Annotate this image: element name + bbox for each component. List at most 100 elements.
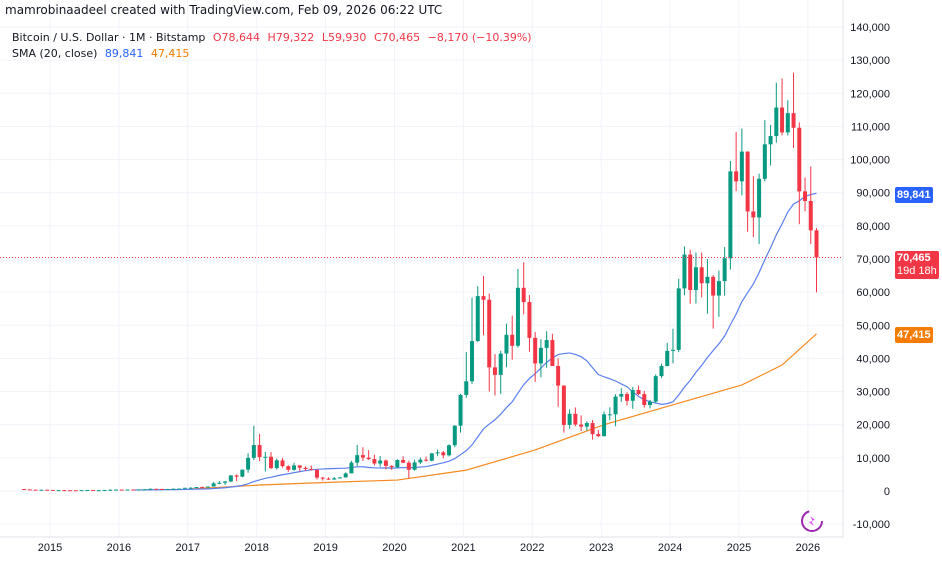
price-axis[interactable]: 140,000 130,000 120,000 110,000 100,000 90,00… [850,22,890,531]
candle-body [504,334,509,354]
sma-blue-line [133,192,817,491]
candle-body [653,376,658,402]
candle-body [550,340,555,367]
price-tick-label: 130,000 [850,55,890,67]
candle-body [785,113,790,133]
candle-body [412,462,417,470]
time-tick-label: 2021 [451,542,475,554]
sma1-price-tag: 89,841 [895,187,933,203]
candle-body [125,489,130,491]
candle-body [607,414,612,416]
price-tick-label: 80,000 [856,221,890,233]
candle-body [251,445,256,458]
candle-body [768,136,773,145]
candle-body [114,489,119,491]
candle-body [791,113,796,128]
price-tick-label: 30,000 [856,387,890,399]
candle-body [205,486,210,488]
candle-body [613,396,618,415]
candle-body [303,467,308,470]
candle-body [217,482,222,484]
candle-body [441,452,446,456]
time-tick-label: 2024 [658,542,682,554]
tradingview-logo-icon[interactable] [801,510,823,532]
candle-body [108,489,113,491]
candle-body [676,288,681,350]
candle-body [544,340,549,348]
time-tick-label: 2023 [589,542,613,554]
candle-body [596,434,601,437]
time-tick-label: 2018 [244,542,268,554]
candle-body [33,489,38,491]
candle-body [780,107,785,133]
sma-legend-row[interactable]: SMA (20, close) 89,841 47,415 [12,46,536,62]
candle-body [286,466,291,470]
candle-body [739,151,744,182]
candle-body [194,487,199,489]
candle-body [630,389,635,401]
chart-credit: mamrobinaadeel created with TradingView.… [5,3,443,17]
candle-body [154,488,159,490]
candle-body [435,452,440,454]
sma-long-line [190,333,817,490]
candle-body [372,459,377,464]
candle-body [309,469,314,471]
candle-body [418,459,423,463]
candle-body [56,490,61,492]
candle-body [389,465,394,468]
sma-20-line [133,192,817,491]
candle-body [636,389,641,395]
candle-body [211,483,216,487]
time-tick-label: 2022 [520,542,544,554]
time-tick-label: 2015 [38,542,62,554]
candle-body [119,489,124,491]
candle-body [85,490,90,492]
candle-body [320,477,325,479]
candle-body [716,281,721,296]
candle-body [246,457,251,470]
candle-body [366,457,371,460]
candle-body [481,296,486,300]
price-tick-label: 100,000 [850,155,890,167]
candle-body [665,350,670,366]
sma-orange-line [190,333,817,490]
candle-body [470,341,475,382]
candle-body [406,462,411,470]
grid-lines [0,0,844,538]
candle-body [659,365,664,377]
candle-body [223,481,228,483]
symbol-legend-row[interactable]: Bitcoin / U.S. Dollar · 1M · Bitstamp O7… [12,30,536,46]
sma-value-1: 89,841 [104,47,144,60]
candle-body [625,394,630,401]
candle-body [355,455,360,463]
candle-body [131,489,136,491]
candle-body [797,127,802,192]
price-tick-label: 70,000 [856,254,890,266]
candle-body [280,460,285,467]
candle-body [538,347,543,364]
current-price-tag: 70,465 19d 18h [895,251,939,279]
candle-body [527,302,532,338]
current-price: 70,465 [897,252,931,264]
candle-body [567,413,572,425]
time-axis[interactable]: 2015 2016 2017 2018 2019 2020 2021 2022 2023 2024… [38,542,820,554]
candle-body [734,171,739,182]
candle-body [257,445,262,458]
price-tick-label: 60,000 [856,287,890,299]
candle-body [561,385,566,425]
candle-body [475,296,480,342]
candle-body [269,456,274,469]
candle-body [263,456,268,458]
candle-body [774,107,779,137]
sma-value-2: 47,415 [150,47,190,60]
candle-body [705,276,710,284]
price-tick-label: -10,000 [853,519,890,531]
price-tick-label: 50,000 [856,320,890,332]
candle-body [648,401,653,406]
candle-body [274,460,279,469]
candle-body [182,487,187,489]
candle-body [79,490,84,492]
candle-body [292,465,297,470]
chart-legend: Bitcoin / U.S. Dollar · 1M · Bitstamp O7… [12,30,536,62]
